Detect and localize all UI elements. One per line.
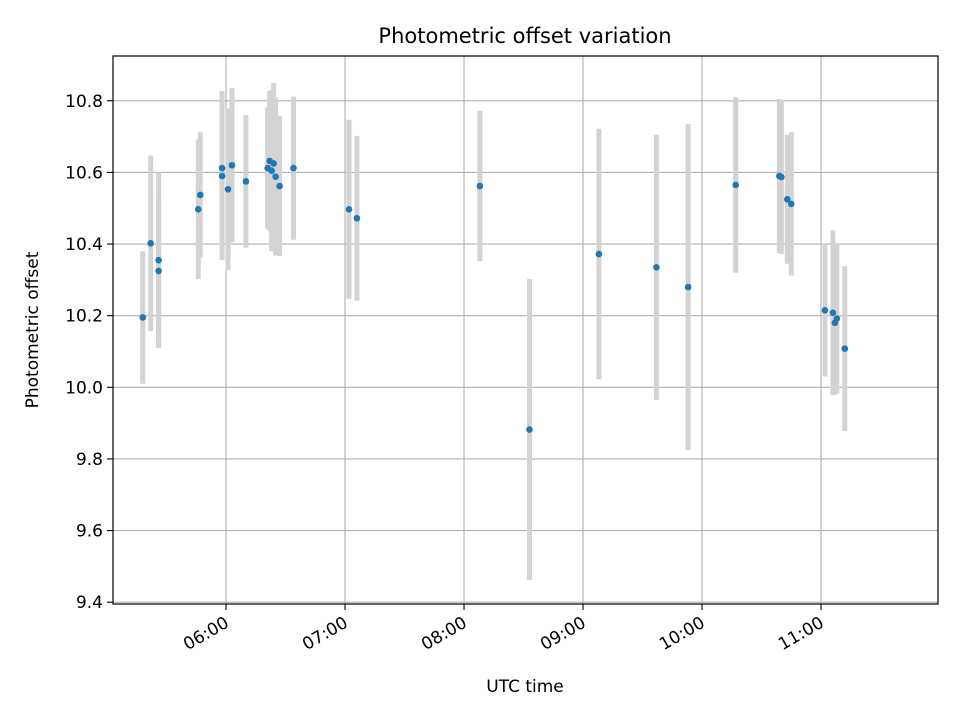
data-point: [194, 205, 202, 213]
data-point: [218, 164, 226, 172]
data-point: [732, 181, 740, 189]
data-point: [242, 178, 250, 185]
data-point: [833, 315, 841, 322]
data-point: [290, 164, 297, 172]
y-tick-label: 9.8: [76, 450, 103, 470]
x-tick-label: 09:00: [537, 613, 589, 655]
data-point: [353, 214, 361, 222]
grid: [113, 56, 938, 604]
data-point: [684, 283, 692, 291]
data-point: [653, 264, 660, 271]
y-tick-label: 10.8: [65, 92, 103, 112]
data-point: [228, 161, 236, 169]
data-point: [196, 191, 204, 199]
data-point: [821, 307, 829, 314]
y-tick-label: 9.6: [76, 522, 103, 542]
data-point: [224, 185, 232, 193]
y-tick-label: 9.4: [76, 593, 103, 613]
data-point: [272, 173, 279, 181]
x-tick-label: 10:00: [656, 613, 708, 655]
x-tick-label: 11:00: [775, 613, 827, 655]
data-point: [783, 195, 791, 203]
y-tick-label: 10.4: [65, 235, 103, 255]
data-point: [778, 173, 785, 181]
plot-frame: [112, 55, 939, 605]
data-point: [345, 205, 353, 213]
x-axis: 06:00 07:00 08:00 09:00 10:00 11:00: [180, 604, 827, 655]
y-axis-label: Photometric offset: [23, 251, 43, 408]
data-points: [139, 157, 849, 433]
data-point: [829, 309, 837, 317]
x-tick-label: 07:00: [299, 613, 351, 655]
x-tick-label: 08:00: [418, 613, 470, 655]
data-point: [276, 182, 283, 190]
errorbars: [140, 82, 848, 581]
data-point: [526, 426, 533, 433]
y-axis: 9.4 9.6 9.8 10.0 10.2 10.4 10.6 10.8: [65, 92, 113, 613]
data-point: [841, 345, 849, 352]
data-point: [155, 267, 162, 275]
data-point: [147, 240, 154, 247]
y-tick-label: 10.0: [65, 378, 103, 398]
data-point: [787, 200, 795, 208]
data-point: [476, 182, 484, 190]
data-point: [155, 256, 162, 264]
x-tick-label: 06:00: [180, 613, 232, 655]
data-point: [139, 314, 147, 321]
x-axis-label: UTC time: [486, 677, 564, 697]
y-tick-label: 10.6: [65, 163, 103, 183]
data-point: [218, 172, 226, 180]
y-tick-label: 10.2: [65, 307, 103, 327]
data-point: [595, 250, 603, 258]
data-point: [270, 160, 277, 167]
data-point: [268, 167, 275, 174]
chart-title: Photometric offset variation: [378, 24, 671, 48]
